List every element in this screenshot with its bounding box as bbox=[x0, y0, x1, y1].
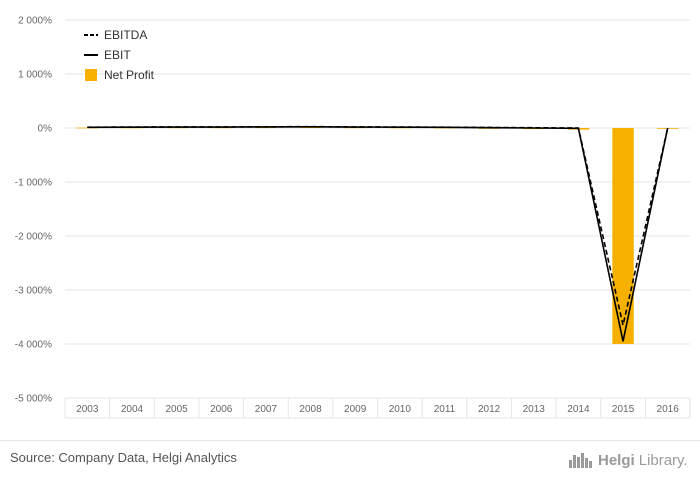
brand-name-part2: Library. bbox=[638, 451, 688, 469]
x-tick-label: 2004 bbox=[121, 404, 144, 415]
line-ebit bbox=[87, 126, 669, 342]
x-tick-label: 2010 bbox=[389, 404, 412, 415]
grid-lines bbox=[65, 19, 690, 399]
library-icon bbox=[569, 453, 592, 468]
x-axis: 2003 2004 2005 2006 2007 2008 2009 2010 2011 2012… bbox=[64, 398, 691, 419]
footer-divider bbox=[0, 440, 700, 484]
x-tick-label: 2016 bbox=[657, 404, 680, 415]
x-tick-label: 2009 bbox=[344, 404, 367, 415]
x-tick-label: 2006 bbox=[210, 404, 233, 415]
y-tick-label: -4 000% bbox=[15, 340, 52, 351]
x-tick-label: 2011 bbox=[434, 404, 456, 415]
x-tick-label: 2015 bbox=[612, 404, 635, 415]
source-note: Source: Company Data, Helgi Analytics bbox=[10, 450, 237, 465]
x-tick-label: 2003 bbox=[76, 404, 99, 415]
y-tick-label: 2 000% bbox=[18, 16, 52, 27]
bar-net-profit bbox=[612, 128, 634, 344]
x-tick-label: 2012 bbox=[478, 404, 501, 415]
x-tick-label: 2013 bbox=[523, 404, 546, 415]
y-tick-label: 1 000% bbox=[18, 70, 52, 81]
y-tick-label: -3 000% bbox=[15, 286, 52, 297]
legend-swatch-net-profit bbox=[85, 69, 97, 81]
x-tick-label: 2005 bbox=[165, 404, 188, 415]
y-tick-label: -1 000% bbox=[15, 178, 52, 189]
brand-name-part1: Helgi bbox=[598, 451, 635, 469]
brand-logo: Helgi Library. bbox=[568, 448, 688, 472]
y-tick-label: 0% bbox=[38, 124, 53, 135]
legend: EBITDA EBIT Net Profit bbox=[84, 28, 155, 82]
legend-label-ebitda: EBITDA bbox=[104, 28, 147, 42]
x-tick-label: 2007 bbox=[255, 404, 278, 415]
legend-label-ebit: EBIT bbox=[104, 48, 131, 62]
line-ebitda bbox=[87, 125, 669, 326]
y-tick-label: -5 000% bbox=[15, 394, 52, 405]
legend-label-net-profit: Net Profit bbox=[104, 68, 155, 82]
y-tick-label: -2 000% bbox=[15, 232, 52, 243]
y-axis: 2 000% 1 000% 0% -1 000% -2 000% -3 000% -4 00… bbox=[15, 16, 52, 405]
bar-net-profit bbox=[76, 127, 99, 129]
series-lines bbox=[87, 125, 669, 342]
x-tick-label: 2008 bbox=[299, 404, 322, 415]
x-tick-label: 2014 bbox=[567, 404, 590, 415]
